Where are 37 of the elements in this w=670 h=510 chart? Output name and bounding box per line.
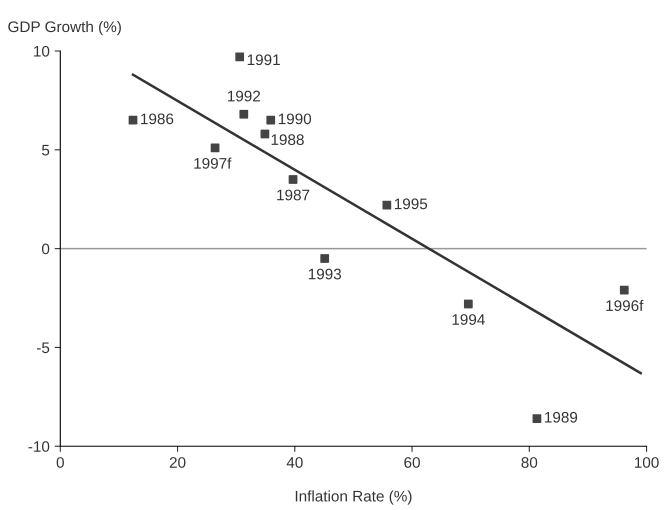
x-tick-label: 60: [404, 457, 420, 468]
y-tick-label: -10: [28, 441, 50, 452]
point: [260, 130, 270, 138]
point: [210, 143, 220, 152]
point: [239, 110, 248, 119]
point: [464, 300, 473, 308]
y-tick-label: 5: [42, 144, 50, 156]
annotation: 1996f: [606, 300, 644, 312]
x-tick-label: 40: [286, 457, 303, 468]
y-tick-label: -5: [36, 342, 50, 354]
annotation: 1991: [248, 54, 280, 66]
annotation: 1997f: [194, 158, 232, 169]
y-tick-label: 0: [42, 243, 50, 254]
annotation: 1993: [308, 268, 342, 280]
annotation: 1994: [452, 314, 485, 325]
x-tick-label: 80: [521, 457, 538, 468]
x-tick-label: 100: [634, 457, 659, 468]
x-axis-title: Inflation Rate (%): [296, 490, 412, 505]
point: [266, 116, 276, 125]
annotation: 1987: [277, 190, 310, 200]
annotation: 1990: [278, 113, 312, 124]
y-axis-title: GDP Growth (%): [8, 20, 121, 36]
annotation: 1986: [141, 113, 174, 124]
point: [382, 200, 392, 210]
annotation: 1992: [228, 90, 260, 102]
point: [620, 286, 629, 294]
annotation: 1988: [272, 134, 304, 146]
x-tick-label: 20: [170, 457, 186, 468]
point: [128, 116, 138, 125]
point: [532, 414, 542, 423]
x-tick-label: 0: [56, 457, 64, 468]
point: [235, 52, 244, 62]
annotation: 1995: [394, 198, 428, 210]
y-tick-label: 10: [34, 46, 50, 57]
point: [320, 254, 330, 263]
annotation: 1989: [545, 412, 578, 423]
point: [288, 175, 298, 184]
